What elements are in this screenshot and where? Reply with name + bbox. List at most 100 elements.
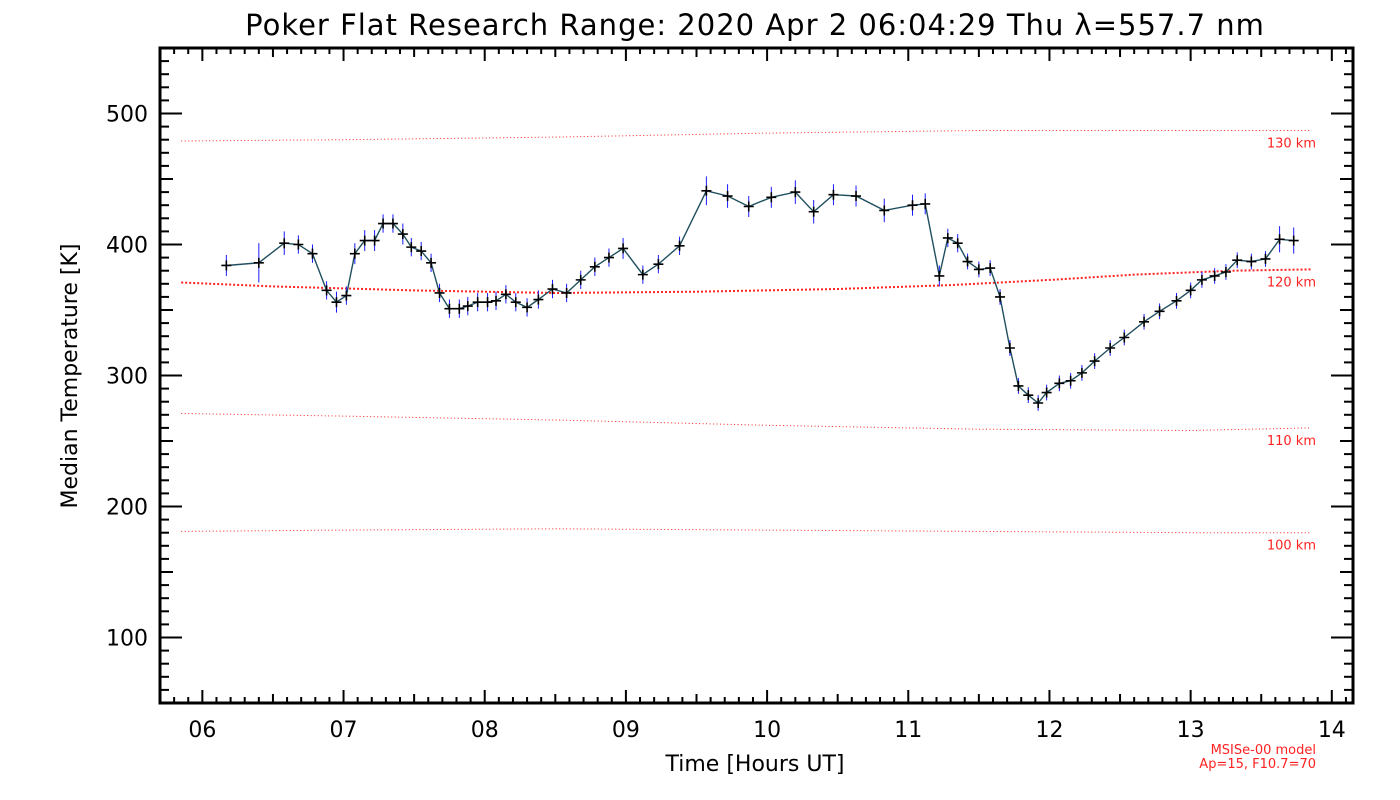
data-point [722,191,733,202]
data-point [547,284,558,295]
data-point [1041,387,1052,398]
data-point [1105,342,1116,353]
data-point [307,248,318,259]
data-point [952,238,963,249]
data-point [701,185,712,196]
x-tick-label: 09 [612,718,640,743]
data-point [995,291,1006,302]
data-point [1065,375,1076,386]
data-point [359,235,370,246]
x-tick-label: 14 [1318,718,1346,743]
data-point [618,243,629,254]
data-point [406,242,417,253]
data-point [674,240,685,251]
data-point [1232,255,1243,266]
data-point [828,189,839,200]
data-point [879,205,890,216]
data-point [462,301,473,312]
x-tick-label: 13 [1177,718,1205,743]
data-point [426,257,437,268]
x-tick-label: 07 [330,718,358,743]
data-point [293,239,304,250]
data-point [985,263,996,274]
model-footnote-line-1: MSISe-00 model [1211,743,1316,758]
data-point [253,257,264,268]
data-point [331,297,342,308]
data-point [1220,267,1231,278]
data-point [387,218,398,229]
data-point [743,201,754,212]
data-point [942,232,953,243]
data-point [790,187,801,198]
data-point [510,297,521,308]
data-point [603,252,614,263]
data-point [1119,332,1130,343]
data-point [397,229,408,240]
axes: 06 07 08 09 10 11 12 13 14 100 200 300 400 500 [106,48,1353,743]
data-point [1185,285,1196,296]
data-line [226,189,1294,404]
data-point [221,260,232,271]
data-point [653,259,664,270]
x-tick-label: 12 [1035,718,1063,743]
data-point [637,269,648,280]
data-point [1023,390,1034,401]
data-point [1033,398,1044,409]
altitude-label-120-km: 120 km [1267,275,1316,290]
data-point [444,303,455,314]
plot-frame [158,46,1355,705]
data-point [1054,378,1065,389]
y-tick-label: 300 [106,365,148,390]
data-point [962,256,973,267]
data-point [1004,342,1015,353]
data-point [973,264,984,275]
data-point [454,303,465,314]
data-point [920,198,931,209]
data-point [1013,380,1024,391]
data-point [1274,234,1285,245]
data-point [321,285,332,296]
data-point [369,235,380,246]
data-point [472,297,483,308]
data-point [589,261,600,272]
data-point [1139,316,1150,327]
data-point [561,287,572,298]
data-point [1076,367,1087,378]
data-point [533,294,544,305]
altitude-label-110-km: 110 km [1267,434,1316,449]
data-point [766,192,777,203]
data-point [934,270,945,281]
x-tick-label: 11 [894,718,922,743]
data-point [808,206,819,217]
data-point [1154,306,1165,317]
data-point [416,246,427,257]
data-point [1209,270,1220,281]
data-point [1288,235,1299,246]
data-point [1196,274,1207,285]
data-point [349,248,360,259]
data-point [378,218,389,229]
chart-title: Poker Flat Research Range: 2020 Apr 2 06… [245,8,1265,42]
x-tick-label: 10 [753,718,781,743]
data-point [575,274,586,285]
data-point [1171,295,1182,306]
data-point [500,289,511,300]
x-axis-title: Time [Hours UT] [665,752,845,777]
data-point [1260,253,1271,264]
data-point [522,302,533,313]
y-tick-label: 400 [106,234,148,259]
model-curve-120-km [181,268,1311,295]
altitude-label-100-km: 100 km [1267,539,1316,554]
data-point [1089,356,1100,367]
x-tick-label: 08 [471,718,499,743]
x-tick-label: 06 [188,718,216,743]
y-tick-label: 500 [106,103,148,128]
y-tick-label: 200 [106,496,148,521]
data-point [279,238,290,249]
data-point [491,295,502,306]
data-series [221,176,1299,411]
model-footnote-line-2: Ap=15, F10.7=70 [1199,757,1316,772]
data-point [341,290,352,301]
y-tick-label: 100 [106,627,148,652]
